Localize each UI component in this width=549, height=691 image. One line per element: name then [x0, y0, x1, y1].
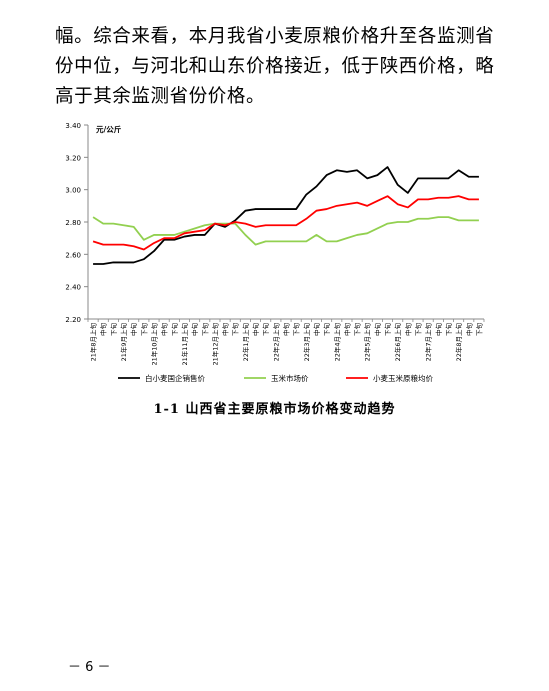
series-line-2	[92, 216, 479, 246]
series-layer	[92, 166, 479, 265]
x-tick-label: 下旬	[109, 323, 118, 337]
x-tick-label: 下旬	[322, 323, 331, 337]
x-tick-label: 22年3月上旬	[302, 323, 311, 362]
chart-legend: 白小麦国企销售价 玉米市场价 小麦玉米原粮均价	[118, 373, 433, 383]
figure-caption: 1-1 山西省主要原粮市场价格变动趋势	[153, 402, 396, 417]
x-tick-label: 下旬	[444, 323, 453, 337]
x-tick-label: 中旬	[221, 323, 230, 337]
x-tick-label: 下旬	[353, 323, 362, 337]
x-tick-label: 中旬	[160, 323, 169, 337]
series-line-1	[93, 166, 479, 265]
y-axis: 2.20 2.40 2.60 2.80 3.00 3.20 3.40	[65, 122, 89, 324]
x-tick-label: 中旬	[373, 323, 382, 337]
x-tick-label: 22年1月上旬	[241, 323, 250, 362]
legend-label: 小麦玉米原粮均价	[373, 373, 433, 383]
x-tick-label: 下旬	[292, 323, 301, 337]
y-tick-label: 3.00	[65, 187, 81, 195]
x-tick-label: 22年5月上旬	[363, 323, 372, 362]
x-tick-label: 下旬	[414, 323, 423, 337]
x-tick-label: 21年9月上旬	[119, 323, 128, 362]
x-tick-label: 中旬	[99, 323, 108, 337]
page-number: － 6 －	[68, 660, 111, 675]
chart-svg: 2.202.402.602.803.003.203.40 21年8月上旬 中旬 下旬…	[65, 122, 485, 383]
x-tick-label: 下旬	[231, 323, 240, 337]
x-tick-label: 中旬	[434, 323, 443, 337]
x-tick-label: 中旬	[464, 323, 473, 337]
y-tick-label: 3.20	[65, 154, 81, 162]
body-paragraph: 幅。综合来看，本月我省小麦原粮价格升至各监测省份中位，与河北和山东价格接近，低于…	[55, 26, 495, 107]
x-tick-label: 下旬	[474, 323, 483, 337]
legend-label: 玉米市场价	[271, 373, 309, 383]
y-tick-label: 2.60	[65, 251, 81, 259]
x-tick-label: 中旬	[312, 323, 321, 337]
x-tick-label: 中旬	[342, 323, 351, 337]
x-tick-label: 下旬	[170, 323, 179, 337]
x-tick-label: 21年8月上旬	[89, 323, 98, 362]
x-tick-label: 22年6月上旬	[393, 323, 402, 362]
x-tick-label: 22年7月上旬	[424, 323, 433, 362]
x-tick-label: 下旬	[139, 323, 148, 337]
price-trend-chart: 2.20 2.40 2.60 2.80 3.00 3.20 3.40 21年8月上旬 中旬 下旬…	[0, 110, 549, 420]
series-line-3	[92, 195, 479, 251]
x-tick-label: 21年11月上旬	[180, 323, 189, 366]
x-tick-label: 中旬	[251, 323, 260, 337]
x-tick-label: 22年4月上旬	[332, 323, 341, 362]
x-tick-label: 中旬	[403, 323, 412, 337]
y-tick-label: 3.40	[65, 122, 81, 130]
x-tick-label: 下旬	[200, 323, 209, 337]
x-tick-label: 中旬	[190, 323, 199, 337]
x-tick-label: 21年10月上旬	[150, 323, 159, 366]
x-tick-label: 21年12月上旬	[210, 323, 219, 366]
x-tick-label: 中旬	[282, 323, 291, 337]
y-tick-label: 2.80	[65, 219, 81, 227]
x-tick-label: 22年8月上旬	[454, 323, 463, 362]
y-tick-label: 2.40	[65, 284, 81, 292]
x-tick-label: 下旬	[261, 323, 270, 337]
y-axis-label: 元/公斤	[96, 124, 122, 134]
x-tick-label: 中旬	[129, 323, 138, 337]
legend-label: 白小麦国企销售价	[145, 373, 205, 383]
x-tick-label: 22年2月上旬	[271, 323, 280, 362]
x-tick-label: 下旬	[383, 323, 392, 337]
y-tick-label: 2.20	[65, 316, 81, 324]
x-axis: 21年8月上旬 中旬 下旬 21年9月上旬 中旬 下旬 21年10月上旬 中旬 下旬 21年11月…	[87, 318, 485, 366]
